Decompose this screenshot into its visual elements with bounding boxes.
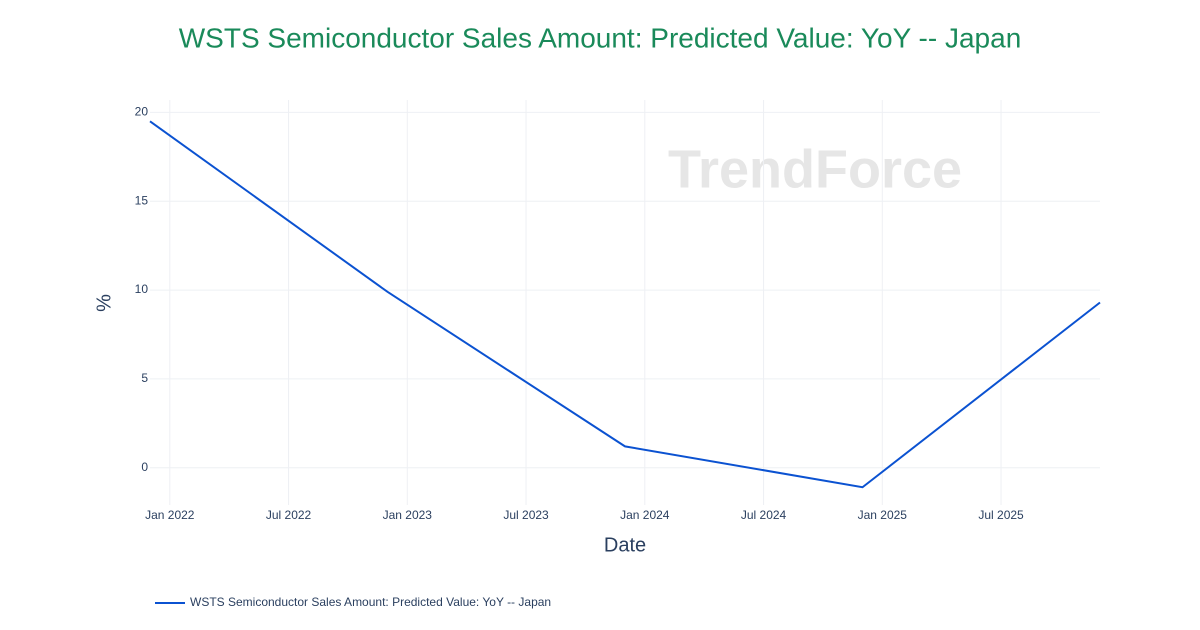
y-tick-label: 5 — [141, 371, 148, 385]
y-tick-label: 0 — [141, 460, 148, 474]
y-tick-label: 15 — [135, 193, 149, 207]
y-axis-title: % — [93, 294, 115, 312]
x-tick-label: Jul 2024 — [741, 508, 787, 522]
line — [149, 120, 1101, 489]
x-axis-title: Date — [604, 534, 646, 556]
x-tick-label: Jan 2022 — [145, 508, 195, 522]
x-tick-label: Jul 2025 — [978, 508, 1024, 522]
chart-title: WSTS Semiconductor Sales Amount: Predict… — [179, 22, 1022, 53]
x-tick-label: Jan 2024 — [620, 508, 670, 522]
x-tick-label: Jul 2022 — [266, 508, 312, 522]
x-tick-label: Jan 2023 — [383, 508, 433, 522]
y-tick-label: 10 — [135, 282, 149, 296]
x-tick-label: Jul 2023 — [503, 508, 549, 522]
watermark: TrendForce — [668, 139, 962, 199]
legend-label: WSTS Semiconductor Sales Amount: Predict… — [190, 595, 551, 609]
y-tick-label: 20 — [135, 105, 149, 119]
x-tick-label: Jan 2025 — [858, 508, 908, 522]
